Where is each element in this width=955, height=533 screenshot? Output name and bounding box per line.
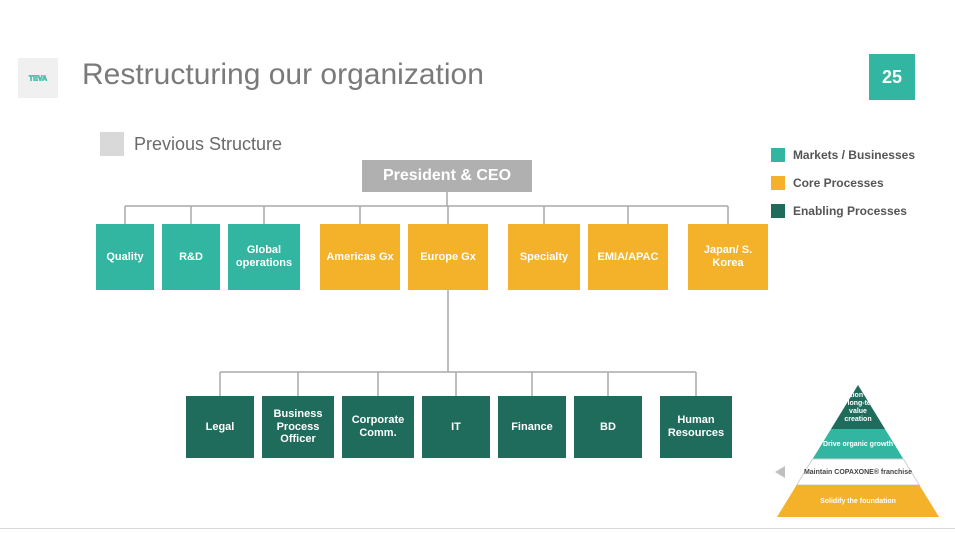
org-node: Japan/ S. Korea	[688, 224, 768, 290]
pyramid-svg: Position Tevafor long-termvaluecreationD…	[773, 381, 943, 521]
pyramid-label: Maintain COPAXONE® franchise	[804, 468, 912, 476]
page-title: Restructuring our organization	[82, 58, 484, 92]
legend-label: Core Processes	[793, 176, 884, 190]
brand-logo: TEVA	[18, 58, 58, 98]
footer-divider	[0, 528, 955, 529]
legend-label: Markets / Businesses	[793, 148, 915, 162]
legend-item: Core Processes	[771, 176, 915, 190]
org-node: Europe Gx	[408, 224, 488, 290]
org-node: Legal	[186, 396, 254, 458]
org-node: Finance	[498, 396, 566, 458]
legend: Markets / Businesses Core Processes Enabli…	[771, 148, 915, 218]
org-node: Quality	[96, 224, 154, 290]
page-number-badge: 25	[869, 54, 915, 100]
pyramid-arrow-icon	[775, 466, 785, 478]
org-node: Business Process Officer	[262, 396, 334, 458]
org-node: Americas Gx	[320, 224, 400, 290]
legend-item: Enabling Processes	[771, 204, 915, 218]
legend-swatch	[771, 204, 785, 218]
legend-item: Markets / Businesses	[771, 148, 915, 162]
strategy-pyramid: Position Tevafor long-termvaluecreationD…	[773, 381, 943, 521]
subtitle-text: Previous Structure	[134, 134, 282, 155]
org-node: EMIA/APAC	[588, 224, 668, 290]
legend-label: Enabling Processes	[793, 204, 907, 218]
legend-swatch	[771, 176, 785, 190]
subtitle-block: Previous Structure	[100, 132, 282, 156]
org-node: BD	[574, 396, 642, 458]
svg-text:TEVA: TEVA	[29, 76, 47, 83]
org-node: IT	[422, 396, 490, 458]
org-node: Global operations	[228, 224, 300, 290]
pyramid-label: Solidify the foundation	[820, 498, 896, 505]
org-node: Specialty	[508, 224, 580, 290]
org-node: R&D	[162, 224, 220, 290]
legend-swatch	[771, 148, 785, 162]
org-node: Human Resources	[660, 396, 732, 458]
subtitle-swatch	[100, 132, 124, 156]
org-node: Corporate Comm.	[342, 396, 414, 458]
pyramid-label: Drive organic growth	[823, 441, 893, 448]
teva-wordmark-icon: TEVA	[22, 70, 54, 86]
org-node: President & CEO	[362, 160, 532, 192]
